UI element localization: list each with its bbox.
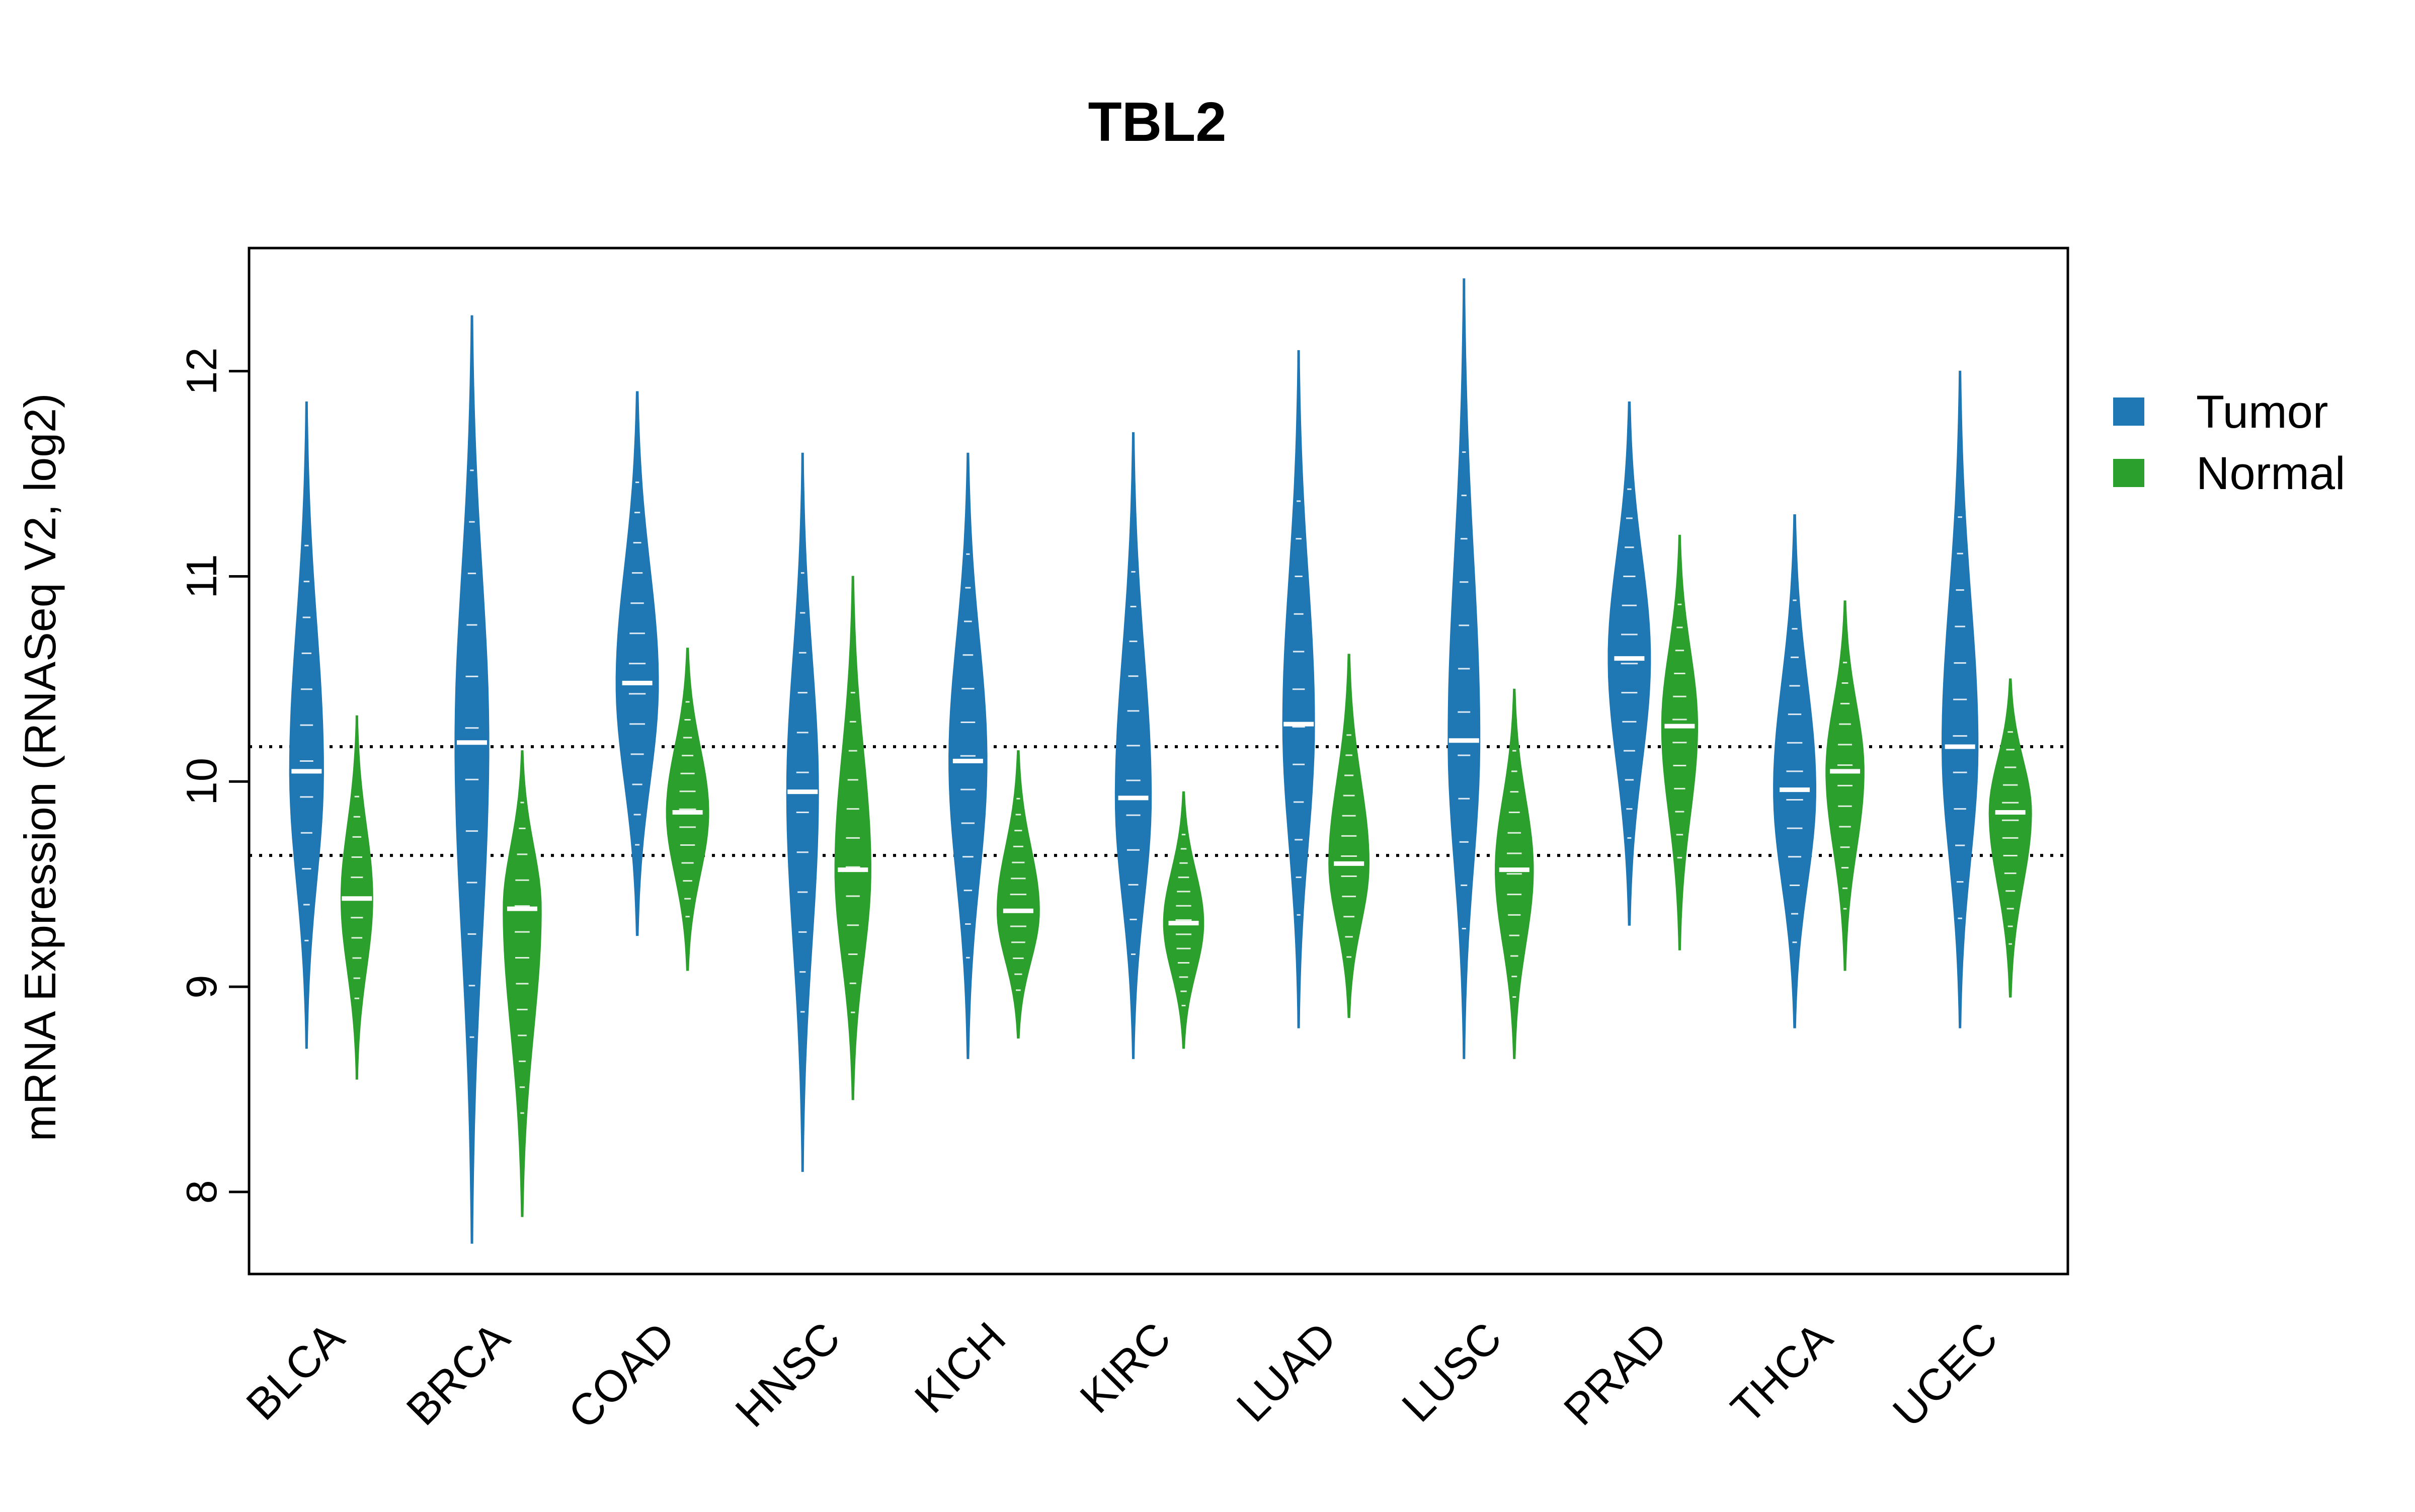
chart-title: TBL2 [1088,91,1227,153]
x-tick-label: PRAD [1554,1312,1676,1435]
violin-point-marks [845,692,860,1013]
legend-swatch-normal [2113,459,2144,487]
violin-point-marks [1837,662,1853,910]
x-tick-label: THCA [1721,1312,1842,1433]
violin-point-marks [1786,599,1803,943]
violin-point-marks [1292,500,1305,916]
violin-point-marks [1672,603,1687,859]
legend-label-normal: Normal [2196,448,2345,499]
legend-label-tumor: Tumor [2196,386,2328,438]
x-tick-label: BRCA [396,1312,519,1435]
legend-swatch-tumor [2113,397,2144,426]
x-tick-label: KIRC [1070,1312,1180,1422]
x-tick-label: KICH [905,1312,1015,1422]
violin-point-marks [628,482,646,846]
violin-point-marks [1175,834,1192,1006]
plot-area: 8 9 10 11 12 BLCA BRCA COAD HNSC KICH KIRC LUAD LUSC… [178,247,2069,1438]
violin-point-marks [796,572,809,1013]
violin-point-marks [350,795,363,999]
y-tick-label: 9 [178,975,226,998]
violin-point-marks [1506,750,1522,998]
y-tick-label: 8 [178,1180,226,1204]
violin-point-marks [465,469,479,1038]
legend: Tumor Normal [2113,386,2345,499]
violin-point-marks [1621,488,1638,839]
violin-point-marks [1458,451,1471,930]
x-tick-label: LUAD [1227,1312,1346,1431]
y-tick-label: 10 [178,758,226,806]
violin-point-marks [960,553,976,959]
violin-point-marks [679,701,696,918]
x-tick-label: UCEC [1883,1312,2007,1436]
x-tick-label: HNSC [726,1312,849,1436]
y-tick-label: 12 [178,347,226,395]
plot-frame [248,247,2069,1276]
violin-point-marks [514,802,530,1114]
y-tick-label: 11 [178,554,226,598]
x-tick-label: LUSC [1392,1312,1511,1431]
violin-point-marks [1126,571,1141,956]
y-axis-label: mRNA Expression (RNASeq V2, log2) [15,393,65,1142]
violin-point-marks [1953,516,1967,919]
violin-point-marks [2001,731,2019,945]
violin-point-marks [1341,734,1357,958]
x-tick-label: COAD [558,1312,684,1438]
x-tick-label: BLCA [236,1312,354,1429]
violin-point-marks [299,544,313,941]
